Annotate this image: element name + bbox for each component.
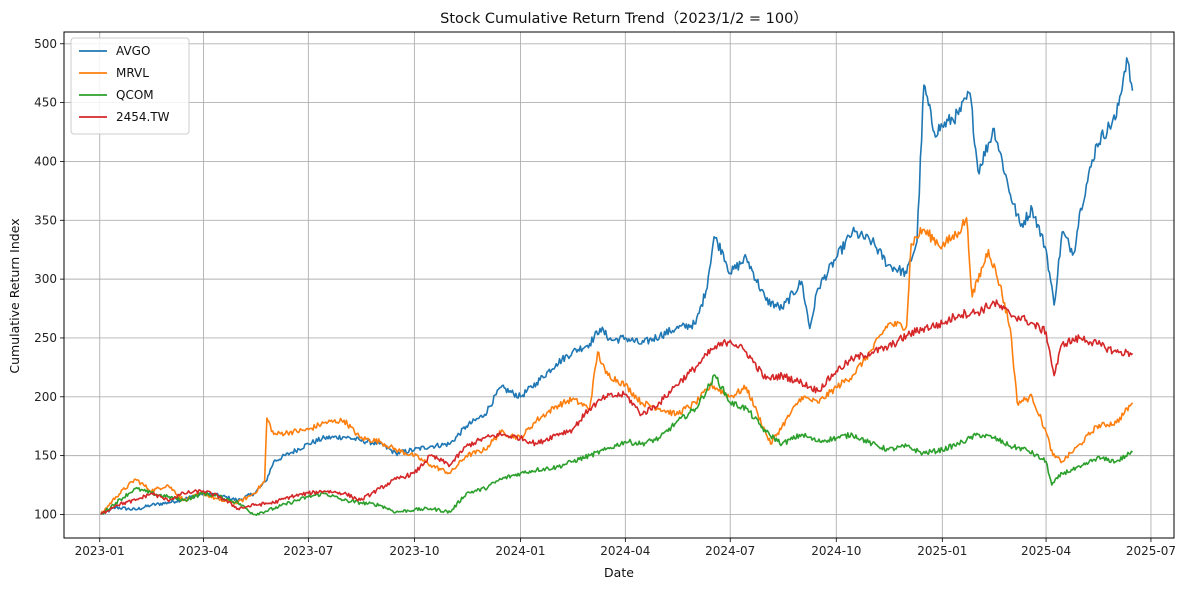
x-tick-label: 2024-07 <box>705 544 755 558</box>
x-axis-ticks: 2023-01 2023-04 2023-07 2023-10 2024-01 2024-… <box>75 538 1176 558</box>
y-tick-label: 200 <box>34 390 57 404</box>
series-line-qcom <box>100 374 1133 516</box>
series-line-mrvl <box>100 217 1134 515</box>
x-tick-label: 2025-01 <box>917 544 967 558</box>
x-tick-label: 2024-04 <box>600 544 650 558</box>
x-tick-label: 2024-01 <box>495 544 545 558</box>
x-tick-label: 2024-10 <box>811 544 861 558</box>
chart-title: Stock Cumulative Return Trend（2023/1/2 =… <box>440 10 808 27</box>
legend-label: MRVL <box>116 66 149 80</box>
y-tick-label: 100 <box>34 507 57 521</box>
y-tick-label: 450 <box>34 96 57 110</box>
y-tick-label: 500 <box>34 37 57 51</box>
plot-frame <box>63 31 1175 539</box>
legend-label: 2454.TW <box>116 110 170 124</box>
y-axis-ticks: 100 150 200 250 300 350 400 450 500 <box>34 37 64 521</box>
series-line-avgo <box>100 57 1134 516</box>
y-tick-label: 250 <box>34 331 57 345</box>
y-tick-label: 300 <box>34 272 57 286</box>
y-tick-label: 400 <box>34 154 57 168</box>
y-tick-label: 150 <box>34 449 57 463</box>
series-group <box>100 57 1134 516</box>
legend-label: AVGO <box>116 44 150 58</box>
x-tick-label: 2023-07 <box>283 544 333 558</box>
legend: AVGO MRVL QCOM 2454.TW <box>70 37 190 135</box>
x-tick-label: 2023-10 <box>389 544 439 558</box>
y-axis-label: Cumulative Return Index <box>7 218 22 373</box>
x-axis-label: Date <box>604 565 634 580</box>
legend-box <box>70 37 190 135</box>
y-tick-label: 350 <box>34 213 57 227</box>
x-tick-label: 2025-04 <box>1021 544 1071 558</box>
grid <box>64 32 1174 538</box>
legend-label: QCOM <box>116 88 154 102</box>
x-tick-label: 2023-01 <box>75 544 125 558</box>
x-tick-label: 2023-04 <box>178 544 228 558</box>
x-tick-label: 2025-07 <box>1126 544 1176 558</box>
series-line-2454-tw <box>100 299 1134 515</box>
